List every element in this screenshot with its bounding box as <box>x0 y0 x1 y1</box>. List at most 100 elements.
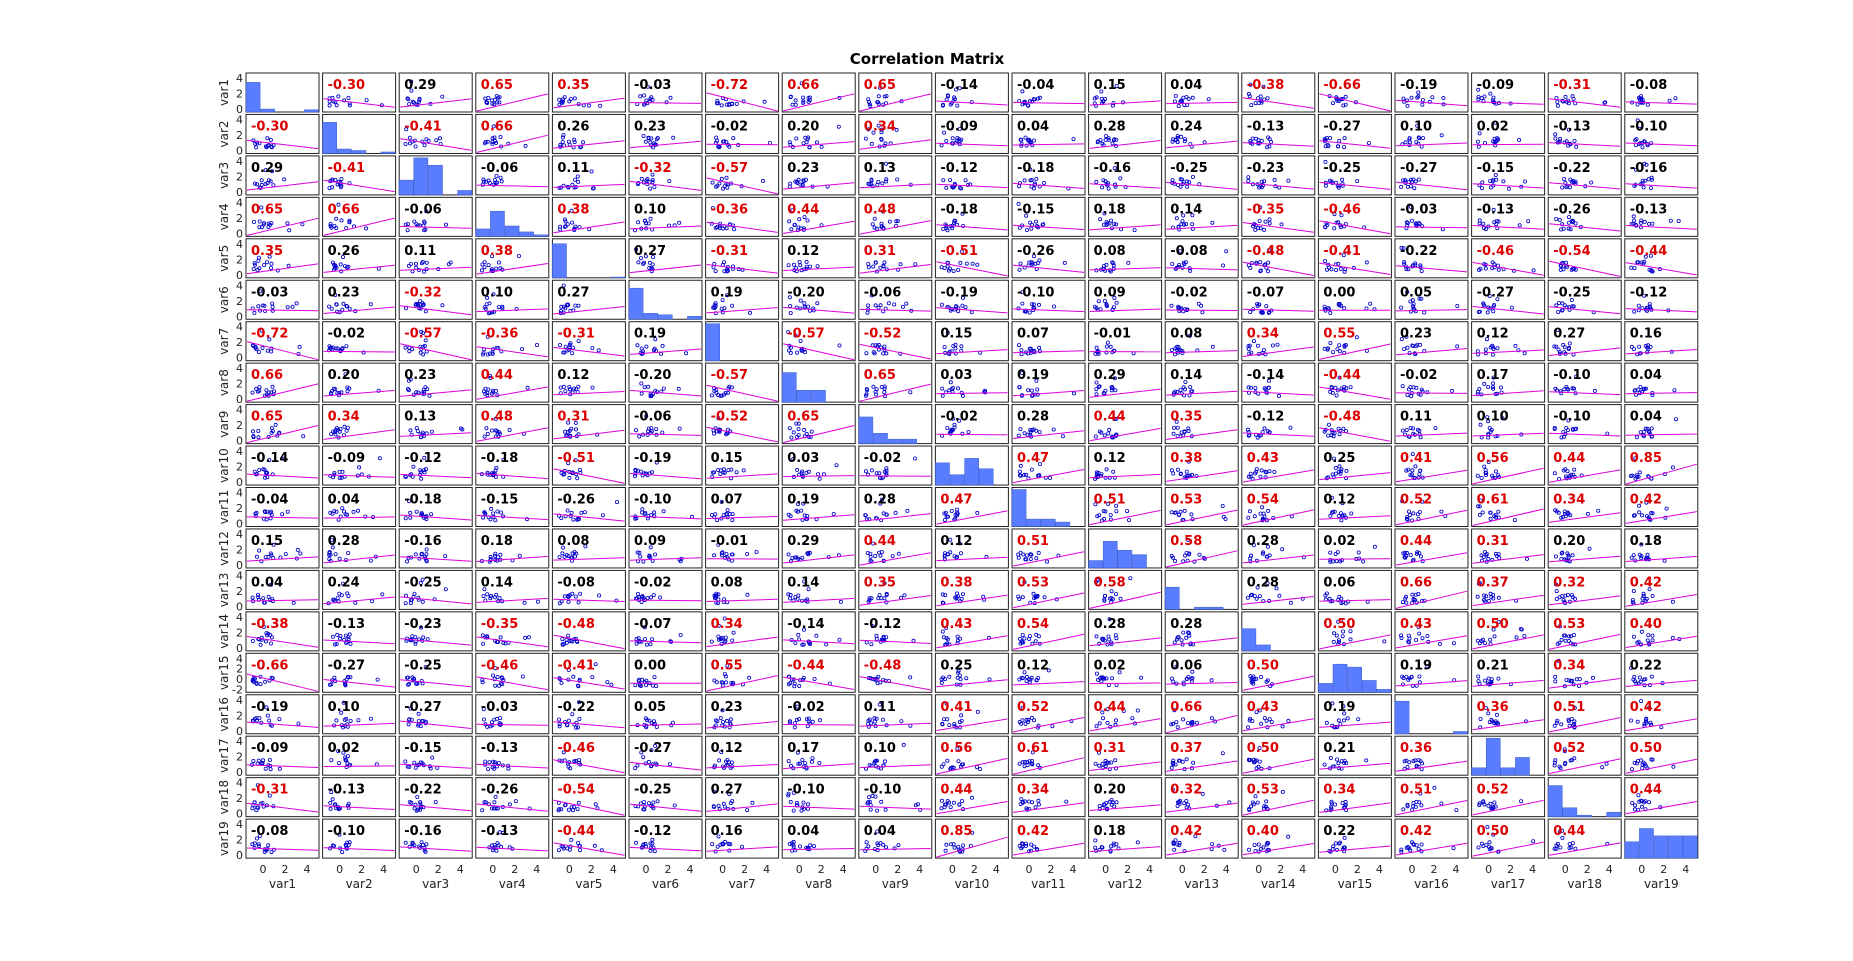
scatter-point <box>960 211 965 216</box>
scatter-point <box>884 177 889 182</box>
scatter-point <box>1341 103 1346 108</box>
scatter-point <box>414 222 419 227</box>
correlation-label: 0.10 <box>1477 410 1509 425</box>
matrix-cell: 0.04 <box>1011 113 1086 154</box>
correlation-label: 0.35 <box>864 575 896 590</box>
histogram-bar <box>978 468 994 486</box>
scatter-point <box>1028 220 1033 225</box>
scatter-point <box>572 226 577 231</box>
scatter-point <box>710 206 715 211</box>
histogram-bar <box>902 438 917 444</box>
correlation-label: 0.34 <box>1247 327 1279 342</box>
histogram-bar <box>428 165 443 196</box>
scatter-point <box>649 95 654 100</box>
matrix-cell: -0.13 <box>1547 113 1622 154</box>
scatter-point <box>634 247 639 252</box>
correlation-label: 0.34 <box>711 617 743 632</box>
matrix-cell: 0.66 <box>245 362 320 403</box>
scatter-point <box>258 185 263 190</box>
matrix-cell: -0.02 <box>1394 362 1469 403</box>
correlation-label: 0.48 <box>481 410 513 425</box>
scatter-point <box>266 221 271 226</box>
correlation-label: 0.10 <box>481 285 513 300</box>
scatter-point <box>404 127 409 132</box>
matrix-cell: -0.10 <box>1011 279 1086 320</box>
fit-line <box>629 599 702 602</box>
scatter-point <box>285 221 290 226</box>
scatter-point <box>1561 226 1566 231</box>
matrix-cell: -0.08 <box>551 569 626 610</box>
scatter-point <box>1258 205 1263 210</box>
matrix-cell: 0.25 <box>1317 445 1392 486</box>
matrix-cell: -0.72 <box>245 321 320 362</box>
scatter-point <box>1029 177 1034 182</box>
scatter-point <box>1102 211 1107 216</box>
correlation-label: -0.44 <box>1630 244 1667 259</box>
fit-line <box>1166 101 1238 105</box>
scatter-point <box>1022 178 1027 183</box>
scatter-point <box>434 138 439 143</box>
scatter-point <box>332 224 337 229</box>
histogram-bar <box>475 228 491 237</box>
correlation-label: 0.22 <box>1630 658 1662 673</box>
correlation-label: 0.24 <box>328 575 360 590</box>
matrix-cell: 0.58 <box>1164 528 1239 569</box>
histogram-bar <box>322 122 337 154</box>
scatter-point <box>481 179 486 184</box>
scatter-point <box>405 222 410 227</box>
scatter-point <box>490 254 495 259</box>
scatter-point <box>1476 97 1481 102</box>
fit-line <box>1319 140 1391 149</box>
matrix-cell: 0.19 <box>1011 362 1086 403</box>
scatter-point <box>492 135 497 140</box>
scatter-point <box>364 226 369 231</box>
matrix-cell: -0.66 <box>245 652 320 693</box>
correlation-label: 0.09 <box>1094 285 1126 300</box>
fit-line <box>1166 309 1238 311</box>
correlation-label: 0.19 <box>787 493 819 508</box>
scatter-point <box>1557 217 1562 222</box>
scatter-point <box>872 216 877 221</box>
scatter-point <box>482 260 487 265</box>
correlation-label: 0.23 <box>404 368 436 383</box>
scatter-point <box>740 267 745 272</box>
scatter-point <box>334 216 339 221</box>
scatter-point <box>1407 137 1412 142</box>
correlation-label: 0.23 <box>787 161 819 176</box>
scatter-point <box>333 264 338 269</box>
correlation-label: -0.23 <box>1247 161 1284 176</box>
matrix-cell: -0.35 <box>475 611 550 652</box>
correlation-label: -0.26 <box>1553 202 1590 217</box>
scatter-point <box>347 218 352 223</box>
correlation-label: -0.19 <box>940 285 977 300</box>
scatter-point <box>872 225 877 230</box>
correlation-label: -0.41 <box>557 658 594 673</box>
matrix-cell <box>628 279 703 320</box>
scatter-point <box>409 79 414 84</box>
histogram-bar <box>304 109 319 113</box>
fit-line <box>629 140 702 149</box>
scatter-point <box>1326 144 1331 149</box>
scatter-point <box>942 130 947 135</box>
scatter-point <box>1258 94 1263 99</box>
matrix-cell: 0.11 <box>398 238 473 279</box>
fit-line <box>706 92 778 112</box>
scatter-point <box>490 141 495 146</box>
scatter-point <box>792 222 797 227</box>
scatter-point <box>636 260 641 265</box>
fit-line <box>1319 93 1391 112</box>
correlation-label: 0.14 <box>481 575 513 590</box>
histogram-bar <box>1040 518 1056 527</box>
matrix-cell: -0.25 <box>398 569 473 610</box>
fit-line <box>1166 181 1238 190</box>
scatter-point <box>1413 179 1418 184</box>
scatter-point <box>263 168 268 173</box>
scatter-point <box>793 179 798 184</box>
scatter-point <box>1256 137 1261 142</box>
scatter-point <box>948 178 953 183</box>
scatter-point <box>1019 143 1024 148</box>
correlation-label: -0.38 <box>251 617 288 632</box>
histogram-bar <box>1361 680 1377 693</box>
matrix-cell: 0.44 <box>781 196 856 237</box>
scatter-point <box>1181 213 1186 218</box>
